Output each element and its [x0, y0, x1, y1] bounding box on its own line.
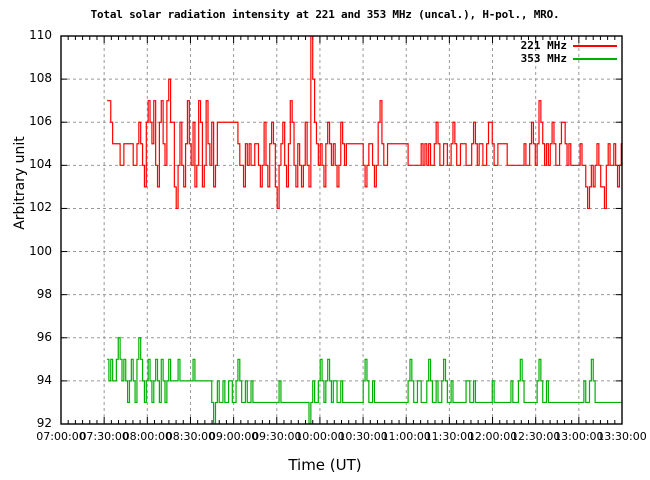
y-tick-label: 92	[36, 416, 52, 430]
x-tick-label: 07:30:00	[79, 430, 129, 443]
axis-ticks	[60, 35, 623, 425]
x-tick-label: 13:00:00	[554, 430, 604, 443]
y-tick-label: 110	[29, 28, 52, 42]
x-tick-label: 09:30:00	[252, 430, 302, 443]
legend-label-221: 221 MHz	[520, 39, 567, 52]
x-tick-label: 08:00:00	[122, 430, 172, 443]
x-tick-label: 12:30:00	[510, 430, 561, 443]
chart-legend: 221 MHz 353 MHz	[515, 37, 621, 67]
x-axis-label: Time (UT)	[288, 456, 362, 474]
legend-swatch-221	[573, 44, 617, 47]
gridlines	[61, 36, 622, 424]
x-tick-label: 10:00:00	[295, 430, 345, 443]
y-tick-label: 106	[29, 114, 52, 129]
y-tick-label: 104	[29, 157, 52, 172]
legend-swatch-353	[573, 57, 617, 60]
legend-label-353: 353 MHz	[520, 52, 567, 65]
y-tick-label: 96	[36, 329, 52, 344]
x-tick-label: 09:00:00	[208, 430, 259, 443]
x-tick-label: 08:30:00	[165, 430, 216, 443]
x-tick-label: 13:30:00	[597, 430, 647, 443]
y-tick-label: 108	[29, 71, 52, 86]
x-tick-label: 11:00:00	[381, 430, 431, 443]
x-tick-label: 11:30:00	[424, 430, 475, 443]
y-tick-label: 98	[36, 286, 52, 301]
data-series-layer	[107, 36, 622, 424]
plot-frame	[60, 35, 623, 425]
x-tick-label: 12:00:00	[467, 430, 518, 443]
y-tick-label: 100	[29, 243, 52, 258]
x-tick-label: 10:30:00	[338, 430, 388, 443]
legend-item-221: 221 MHz	[521, 39, 617, 52]
chart-title: Total solar radiation intensity at 221 a…	[90, 8, 560, 21]
y-tick-label: 102	[29, 200, 52, 215]
legend-item-353: 353 MHz	[521, 52, 617, 65]
x-tick-label: 07:00:00	[36, 430, 86, 443]
y-tick-label: 94	[36, 372, 52, 387]
